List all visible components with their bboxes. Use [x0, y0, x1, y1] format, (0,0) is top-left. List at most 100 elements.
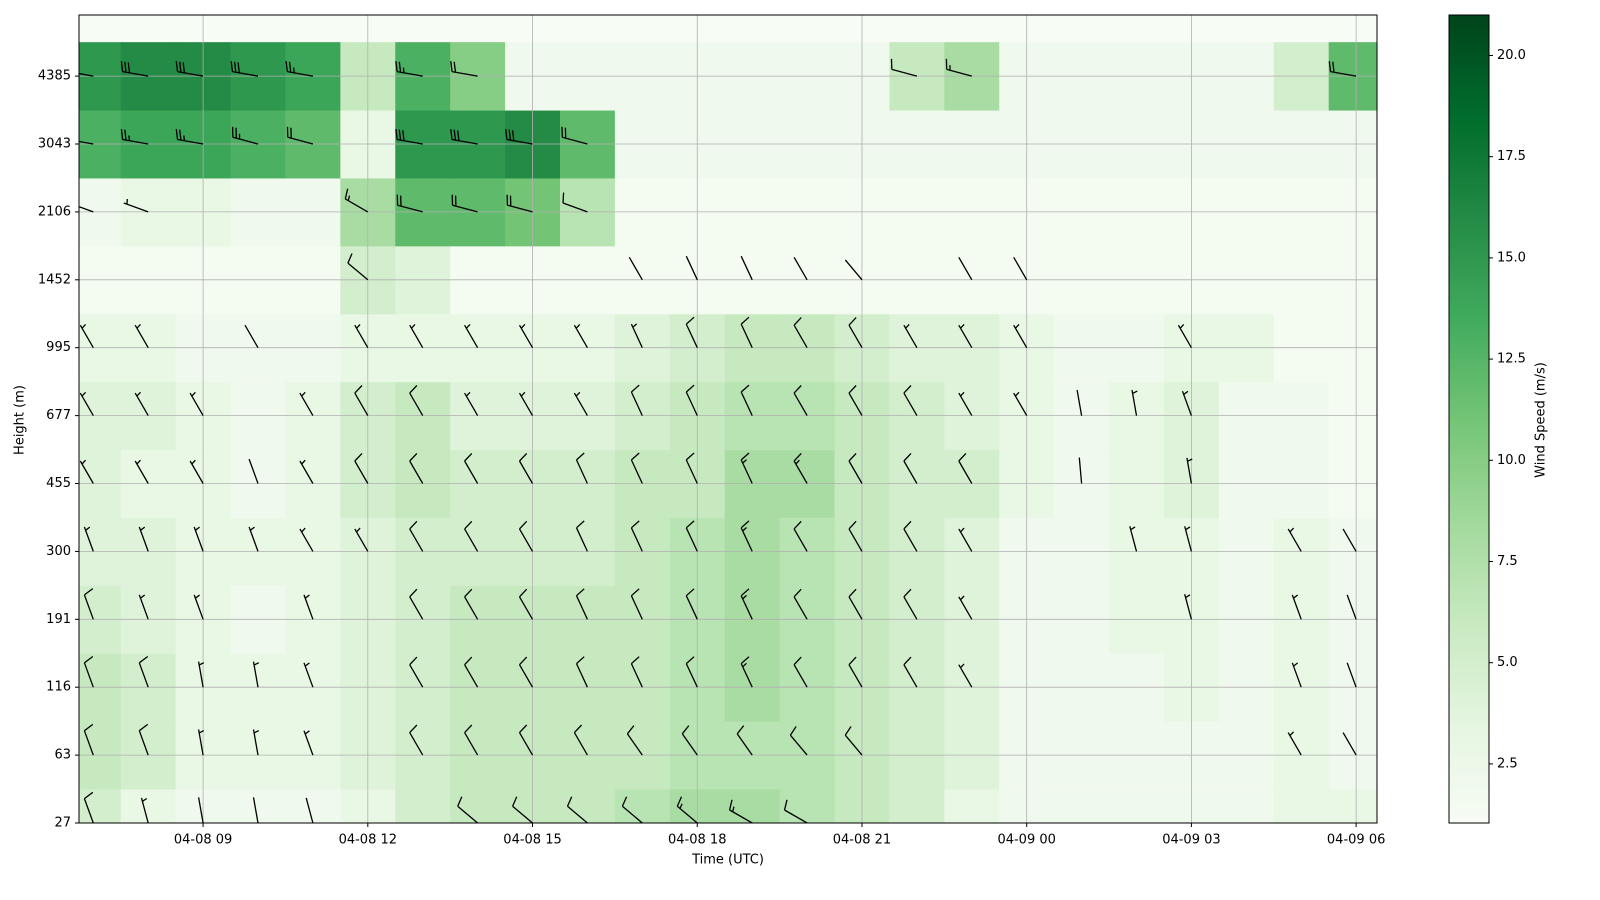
colorbar-segment — [1449, 722, 1489, 728]
x-tick-label: 04-09 03 — [1162, 833, 1220, 848]
wind-barb — [793, 256, 808, 281]
wind-barb — [1346, 594, 1357, 620]
wind-barb — [1013, 256, 1028, 281]
y-axis-label: Height (m) — [13, 385, 28, 455]
y-tick-label: 3043 — [38, 137, 71, 152]
wind-barb — [354, 385, 369, 416]
heat-cell — [559, 789, 616, 823]
y-tick-label: 1452 — [38, 272, 71, 287]
wind-barb — [409, 588, 424, 620]
wind-barb — [945, 58, 972, 77]
colorbar-segment — [1449, 237, 1489, 243]
wind-barb — [736, 725, 753, 756]
wind-barb — [464, 452, 479, 484]
colorbar-segment — [1449, 252, 1489, 258]
wind-barb — [505, 129, 533, 145]
wind-barb — [1342, 732, 1357, 756]
y-tick-label: 63 — [54, 748, 71, 763]
wind-barb — [1129, 526, 1138, 552]
heat-cell — [285, 789, 341, 823]
colorbar-segment — [1449, 383, 1489, 390]
heat-cell — [944, 789, 1000, 823]
wind-barb — [138, 526, 149, 552]
colorbar-segment — [1449, 232, 1489, 238]
wind-barb — [409, 385, 424, 416]
wind-barb — [848, 452, 863, 484]
wind-barb — [518, 656, 534, 688]
colorbar-segment — [1449, 782, 1489, 789]
wind-barb — [630, 452, 643, 484]
colorbar-segment — [1449, 429, 1489, 435]
y-tick-label: 455 — [46, 476, 71, 491]
heat-cell — [724, 789, 781, 823]
wind-barb — [903, 520, 918, 552]
colorbar-segment — [1449, 50, 1489, 56]
colorbar-segment — [1449, 504, 1489, 511]
x-tick-label: 04-08 15 — [503, 833, 561, 848]
wind-barb — [1076, 389, 1083, 416]
wind-barb — [685, 255, 698, 281]
colorbar-tick-label: 20.0 — [1497, 48, 1526, 63]
colorbar-segment — [1449, 136, 1489, 142]
wind-barb — [848, 317, 863, 349]
wind-barb — [396, 194, 423, 213]
wind-barb — [79, 323, 94, 349]
wind-barb — [354, 527, 369, 552]
colorbar-segment — [1449, 459, 1489, 466]
colorbar-segment — [1449, 378, 1489, 385]
colorbar-segment — [1449, 550, 1489, 556]
y-tick-label: 300 — [46, 544, 71, 559]
heat-cell — [230, 789, 286, 823]
colorbar-segment — [1449, 681, 1489, 688]
colorbar-segment — [1449, 393, 1489, 400]
colorbar-tick-label: 7.5 — [1497, 554, 1518, 569]
wind-barb — [123, 198, 149, 213]
wind-barb — [83, 791, 94, 823]
wind-barb — [958, 527, 973, 552]
wind-barb — [1287, 527, 1302, 552]
wind-barb — [848, 520, 863, 552]
colorbar-segment — [1449, 666, 1489, 673]
wind-barb — [630, 323, 643, 348]
colorbar-segment — [1449, 636, 1489, 642]
colorbar-tick-label: 2.5 — [1497, 756, 1518, 771]
colorbar-segment — [1449, 191, 1489, 198]
colorbar-segment — [1449, 747, 1489, 753]
colorbar-segment — [1449, 661, 1489, 668]
wind-barb — [344, 188, 369, 213]
colorbar-segment — [1449, 25, 1489, 31]
colorbar-segment — [1449, 242, 1489, 248]
heat-cell — [120, 789, 177, 823]
colorbar-segment — [1449, 444, 1489, 450]
colorbar-segment — [1449, 545, 1489, 551]
wind-barb — [903, 656, 918, 688]
heat-cell — [1328, 789, 1377, 823]
colorbar-segment — [1449, 126, 1489, 132]
wind-barb — [120, 129, 149, 145]
colorbar-segment — [1449, 211, 1489, 218]
colorbar-segment — [1449, 388, 1489, 395]
wind-barb — [1186, 457, 1193, 484]
wind-barb — [464, 391, 479, 416]
wind-barb — [740, 520, 753, 552]
wind-barb — [230, 61, 259, 77]
wind-barb — [740, 255, 753, 281]
wind-barb — [464, 724, 479, 756]
wind-barb — [79, 140, 94, 145]
colorbar-segment — [1449, 307, 1489, 314]
wind-barb — [1131, 389, 1138, 416]
x-axis-label: Time (UTC) — [691, 853, 764, 868]
wind-barb — [958, 256, 973, 281]
colorbar-segment — [1449, 201, 1489, 208]
wind-barb — [79, 459, 94, 484]
colorbar-segment — [1449, 45, 1489, 51]
wind-barb — [506, 194, 533, 213]
y-tick-label: 116 — [46, 680, 71, 695]
wind-barb — [409, 520, 424, 552]
colorbar-segment — [1449, 171, 1489, 178]
colorbar-segment — [1449, 585, 1489, 592]
colorbar-segment — [1449, 686, 1489, 693]
wind-barb — [903, 588, 918, 620]
wind-barb — [303, 730, 314, 756]
wind-barb — [409, 656, 424, 688]
